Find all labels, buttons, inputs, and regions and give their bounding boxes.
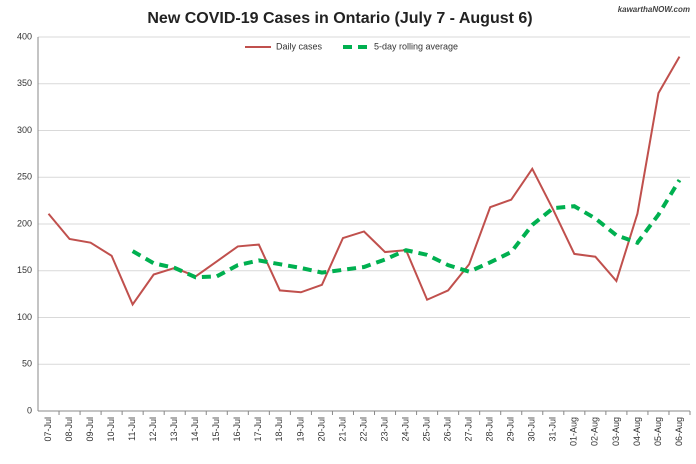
x-tick-label: 08-Jul xyxy=(64,417,74,442)
x-tick-label: 26-Jul xyxy=(443,417,453,442)
series-line xyxy=(47,56,681,307)
x-tick-label: 07-Jul xyxy=(43,417,53,442)
x-tick-label: 31-Jul xyxy=(548,417,558,442)
x-tick-label: 21-Jul xyxy=(337,417,347,442)
x-tick-label: 23-Jul xyxy=(379,417,389,442)
series-line xyxy=(131,179,682,280)
y-tick-label: 200 xyxy=(17,218,32,228)
x-tick-label: 18-Jul xyxy=(274,417,284,442)
x-tick-label: 06-Aug xyxy=(674,417,684,446)
legend-label: 5-day rolling average xyxy=(374,41,458,51)
x-tick-label: 05-Aug xyxy=(653,417,663,446)
x-tick-label: 25-Jul xyxy=(421,417,431,442)
x-tick-label: 22-Jul xyxy=(358,417,368,442)
watermark: kawarthaNOW.com xyxy=(618,5,690,14)
x-tick-label: 27-Jul xyxy=(464,417,474,442)
x-tick-label: 28-Jul xyxy=(485,417,495,442)
legend-label: Daily cases xyxy=(276,41,323,51)
x-tick-label: 14-Jul xyxy=(190,417,200,442)
x-tick-label: 10-Jul xyxy=(106,417,116,442)
x-tick-label: 03-Aug xyxy=(611,417,621,446)
x-tick-label: 17-Jul xyxy=(253,417,263,442)
x-tick-label: 01-Aug xyxy=(569,417,579,446)
x-tick-label: 04-Aug xyxy=(632,417,642,446)
x-tick-label: 09-Jul xyxy=(85,417,95,442)
x-tick-label: 16-Jul xyxy=(232,417,242,442)
x-tick-label: 24-Jul xyxy=(400,417,410,442)
y-tick-label: 50 xyxy=(22,359,32,369)
x-tick-label: 30-Jul xyxy=(527,417,537,442)
y-tick-label: 250 xyxy=(17,172,32,182)
x-tick-label: 12-Jul xyxy=(148,417,158,442)
chart-title: New COVID-19 Cases in Ontario (July 7 - … xyxy=(147,10,532,27)
x-tick-label: 19-Jul xyxy=(295,417,305,442)
y-tick-label: 0 xyxy=(27,405,32,415)
x-tick-label: 15-Jul xyxy=(211,417,221,442)
y-tick-label: 300 xyxy=(17,125,32,135)
y-tick-label: 150 xyxy=(17,265,32,275)
x-tick-label: 29-Jul xyxy=(506,417,516,442)
y-tick-label: 400 xyxy=(17,31,32,41)
x-tick-label: 02-Aug xyxy=(590,417,600,446)
x-tick-label: 11-Jul xyxy=(127,417,137,441)
x-tick-label: 13-Jul xyxy=(169,417,179,442)
x-tick-label: 20-Jul xyxy=(316,417,326,442)
y-tick-label: 350 xyxy=(17,78,32,88)
y-tick-label: 100 xyxy=(17,312,32,322)
